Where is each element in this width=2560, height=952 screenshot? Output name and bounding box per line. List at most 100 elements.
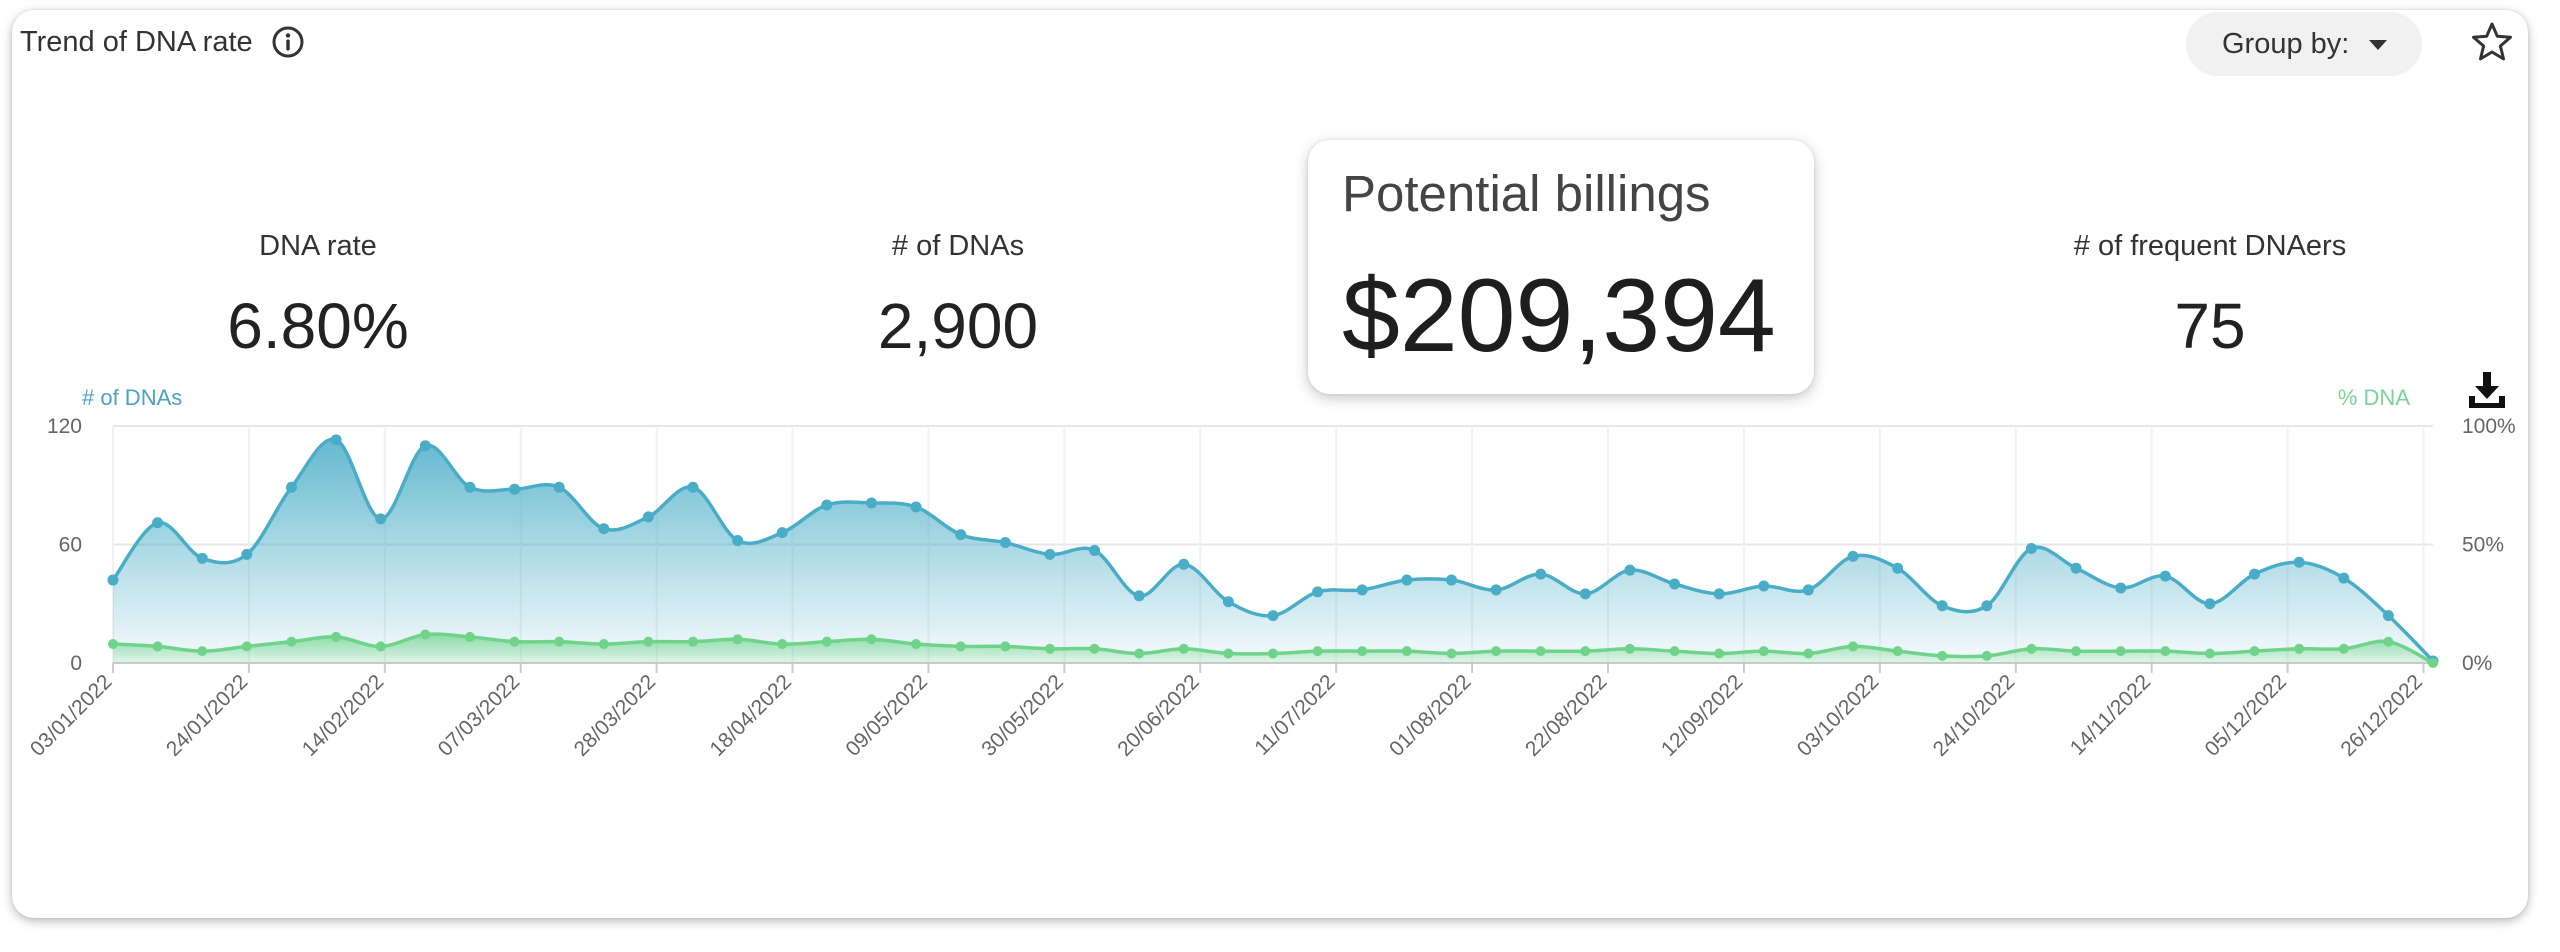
dna-pct-point[interactable] [2071, 646, 2082, 657]
dna-pct-point[interactable] [1000, 641, 1011, 652]
dna-count-point[interactable] [196, 552, 208, 564]
dna-count-point[interactable] [509, 483, 521, 495]
dna-pct-point[interactable] [197, 646, 208, 657]
dna-pct-point[interactable] [2294, 643, 2305, 654]
dna-pct-point[interactable] [1044, 643, 1055, 654]
info-icon[interactable] [271, 25, 305, 59]
dna-count-point[interactable] [285, 481, 297, 493]
dna-count-point[interactable] [1669, 578, 1681, 590]
dna-pct-point[interactable] [866, 634, 877, 645]
dna-count-point[interactable] [732, 535, 744, 547]
dna-count-point[interactable] [2382, 610, 2394, 622]
dna-pct-point[interactable] [688, 636, 698, 647]
dna-pct-point[interactable] [1401, 646, 1412, 657]
dna-count-point[interactable] [2070, 562, 2082, 574]
dna-pct-point[interactable] [2428, 658, 2438, 668]
dna-pct-point[interactable] [1357, 646, 1368, 657]
dna-pct-point[interactable] [1178, 643, 1189, 654]
dna-pct-point[interactable] [777, 639, 788, 650]
dna-count-point[interactable] [1624, 564, 1636, 576]
dna-count-point[interactable] [1847, 550, 1859, 562]
dna-count-point[interactable] [241, 548, 253, 560]
dna-count-point[interactable] [2159, 570, 2171, 582]
dna-pct-point[interactable] [1312, 646, 1323, 657]
dna-pct-point[interactable] [1446, 648, 1457, 659]
dna-pct-point[interactable] [732, 634, 743, 645]
dna-pct-point[interactable] [2383, 636, 2394, 647]
dna-pct-point[interactable] [1223, 648, 1234, 659]
dna-count-point[interactable] [419, 440, 431, 452]
dna-count-point[interactable] [865, 497, 877, 509]
dna-pct-point[interactable] [2026, 643, 2037, 654]
dna-count-point[interactable] [2025, 542, 2037, 554]
dna-count-point[interactable] [1133, 590, 1145, 602]
dna-pct-point[interactable] [1134, 648, 1145, 659]
dna-count-point[interactable] [1936, 600, 1948, 612]
dna-pct-point[interactable] [1535, 646, 1546, 657]
dna-count-point[interactable] [1089, 544, 1101, 556]
dna-pct-point[interactable] [1669, 646, 1680, 657]
dna-count-point[interactable] [1312, 586, 1324, 598]
dna-pct-point[interactable] [1268, 648, 1278, 659]
dna-count-point[interactable] [330, 434, 342, 446]
dna-pct-point[interactable] [1491, 646, 1502, 657]
dna-pct-point[interactable] [1758, 646, 1769, 657]
dna-pct-point[interactable] [286, 636, 297, 647]
dna-pct-point[interactable] [2249, 646, 2260, 657]
dna-count-point[interactable] [2338, 572, 2350, 584]
dna-pct-point[interactable] [1892, 646, 1903, 657]
dna-pct-point[interactable] [420, 629, 431, 640]
dna-pct-point[interactable] [2115, 646, 2126, 657]
dna-count-point[interactable] [1892, 562, 1904, 574]
dna-pct-point[interactable] [821, 636, 832, 647]
dna-pct-point[interactable] [2204, 648, 2215, 659]
dna-pct-point[interactable] [1937, 650, 1948, 661]
star-icon[interactable] [2470, 20, 2514, 64]
dna-count-point[interactable] [1178, 558, 1190, 570]
dna-count-point[interactable] [955, 529, 967, 541]
dna-count-point[interactable] [776, 527, 788, 539]
dna-pct-point[interactable] [375, 641, 386, 652]
dna-count-point[interactable] [464, 481, 476, 493]
dna-pct-point[interactable] [1981, 650, 1992, 661]
dna-pct-point[interactable] [554, 636, 565, 647]
dna-count-point[interactable] [1445, 574, 1457, 586]
dna-pct-point[interactable] [509, 636, 520, 647]
dna-count-point[interactable] [999, 537, 1011, 549]
dna-pct-point[interactable] [1580, 646, 1591, 657]
dna-count-point[interactable] [2293, 556, 2305, 568]
dna-count-point[interactable] [152, 517, 164, 529]
dna-pct-point[interactable] [598, 639, 609, 650]
dna-pct-point[interactable] [2160, 646, 2171, 657]
dna-count-point[interactable] [1490, 584, 1502, 596]
dna-pct-point[interactable] [1624, 643, 1635, 654]
dna-pct-point[interactable] [1848, 641, 1858, 652]
dna-pct-point[interactable] [643, 636, 654, 647]
dna-pct-point[interactable] [1089, 643, 1100, 654]
dna-pct-point[interactable] [911, 639, 922, 650]
dna-pct-point[interactable] [331, 631, 342, 642]
dna-pct-point[interactable] [241, 641, 252, 652]
dna-count-point[interactable] [553, 481, 565, 493]
dna-pct-point[interactable] [1714, 648, 1725, 659]
dna-count-point[interactable] [1222, 596, 1234, 608]
group-by-dropdown[interactable]: Group by: [2186, 12, 2422, 76]
dna-count-point[interactable] [642, 511, 654, 523]
dna-count-point[interactable] [1267, 610, 1279, 622]
dna-pct-point[interactable] [955, 641, 966, 652]
dna-count-point[interactable] [1802, 584, 1814, 596]
dna-count-point[interactable] [1713, 588, 1725, 600]
dna-count-point[interactable] [1579, 588, 1591, 600]
dna-count-point[interactable] [1044, 548, 1056, 560]
dna-pct-point[interactable] [108, 639, 118, 650]
dna-count-point[interactable] [107, 574, 119, 586]
dna-count-point[interactable] [2115, 582, 2127, 594]
dna-count-point[interactable] [1758, 580, 1770, 592]
dna-count-point[interactable] [598, 523, 610, 535]
dna-pct-point[interactable] [152, 641, 163, 652]
dna-count-point[interactable] [1981, 600, 1993, 612]
dna-count-point[interactable] [375, 513, 387, 525]
dna-count-point[interactable] [910, 501, 922, 513]
dna-count-point[interactable] [1356, 584, 1368, 596]
dna-count-point[interactable] [1401, 574, 1413, 586]
